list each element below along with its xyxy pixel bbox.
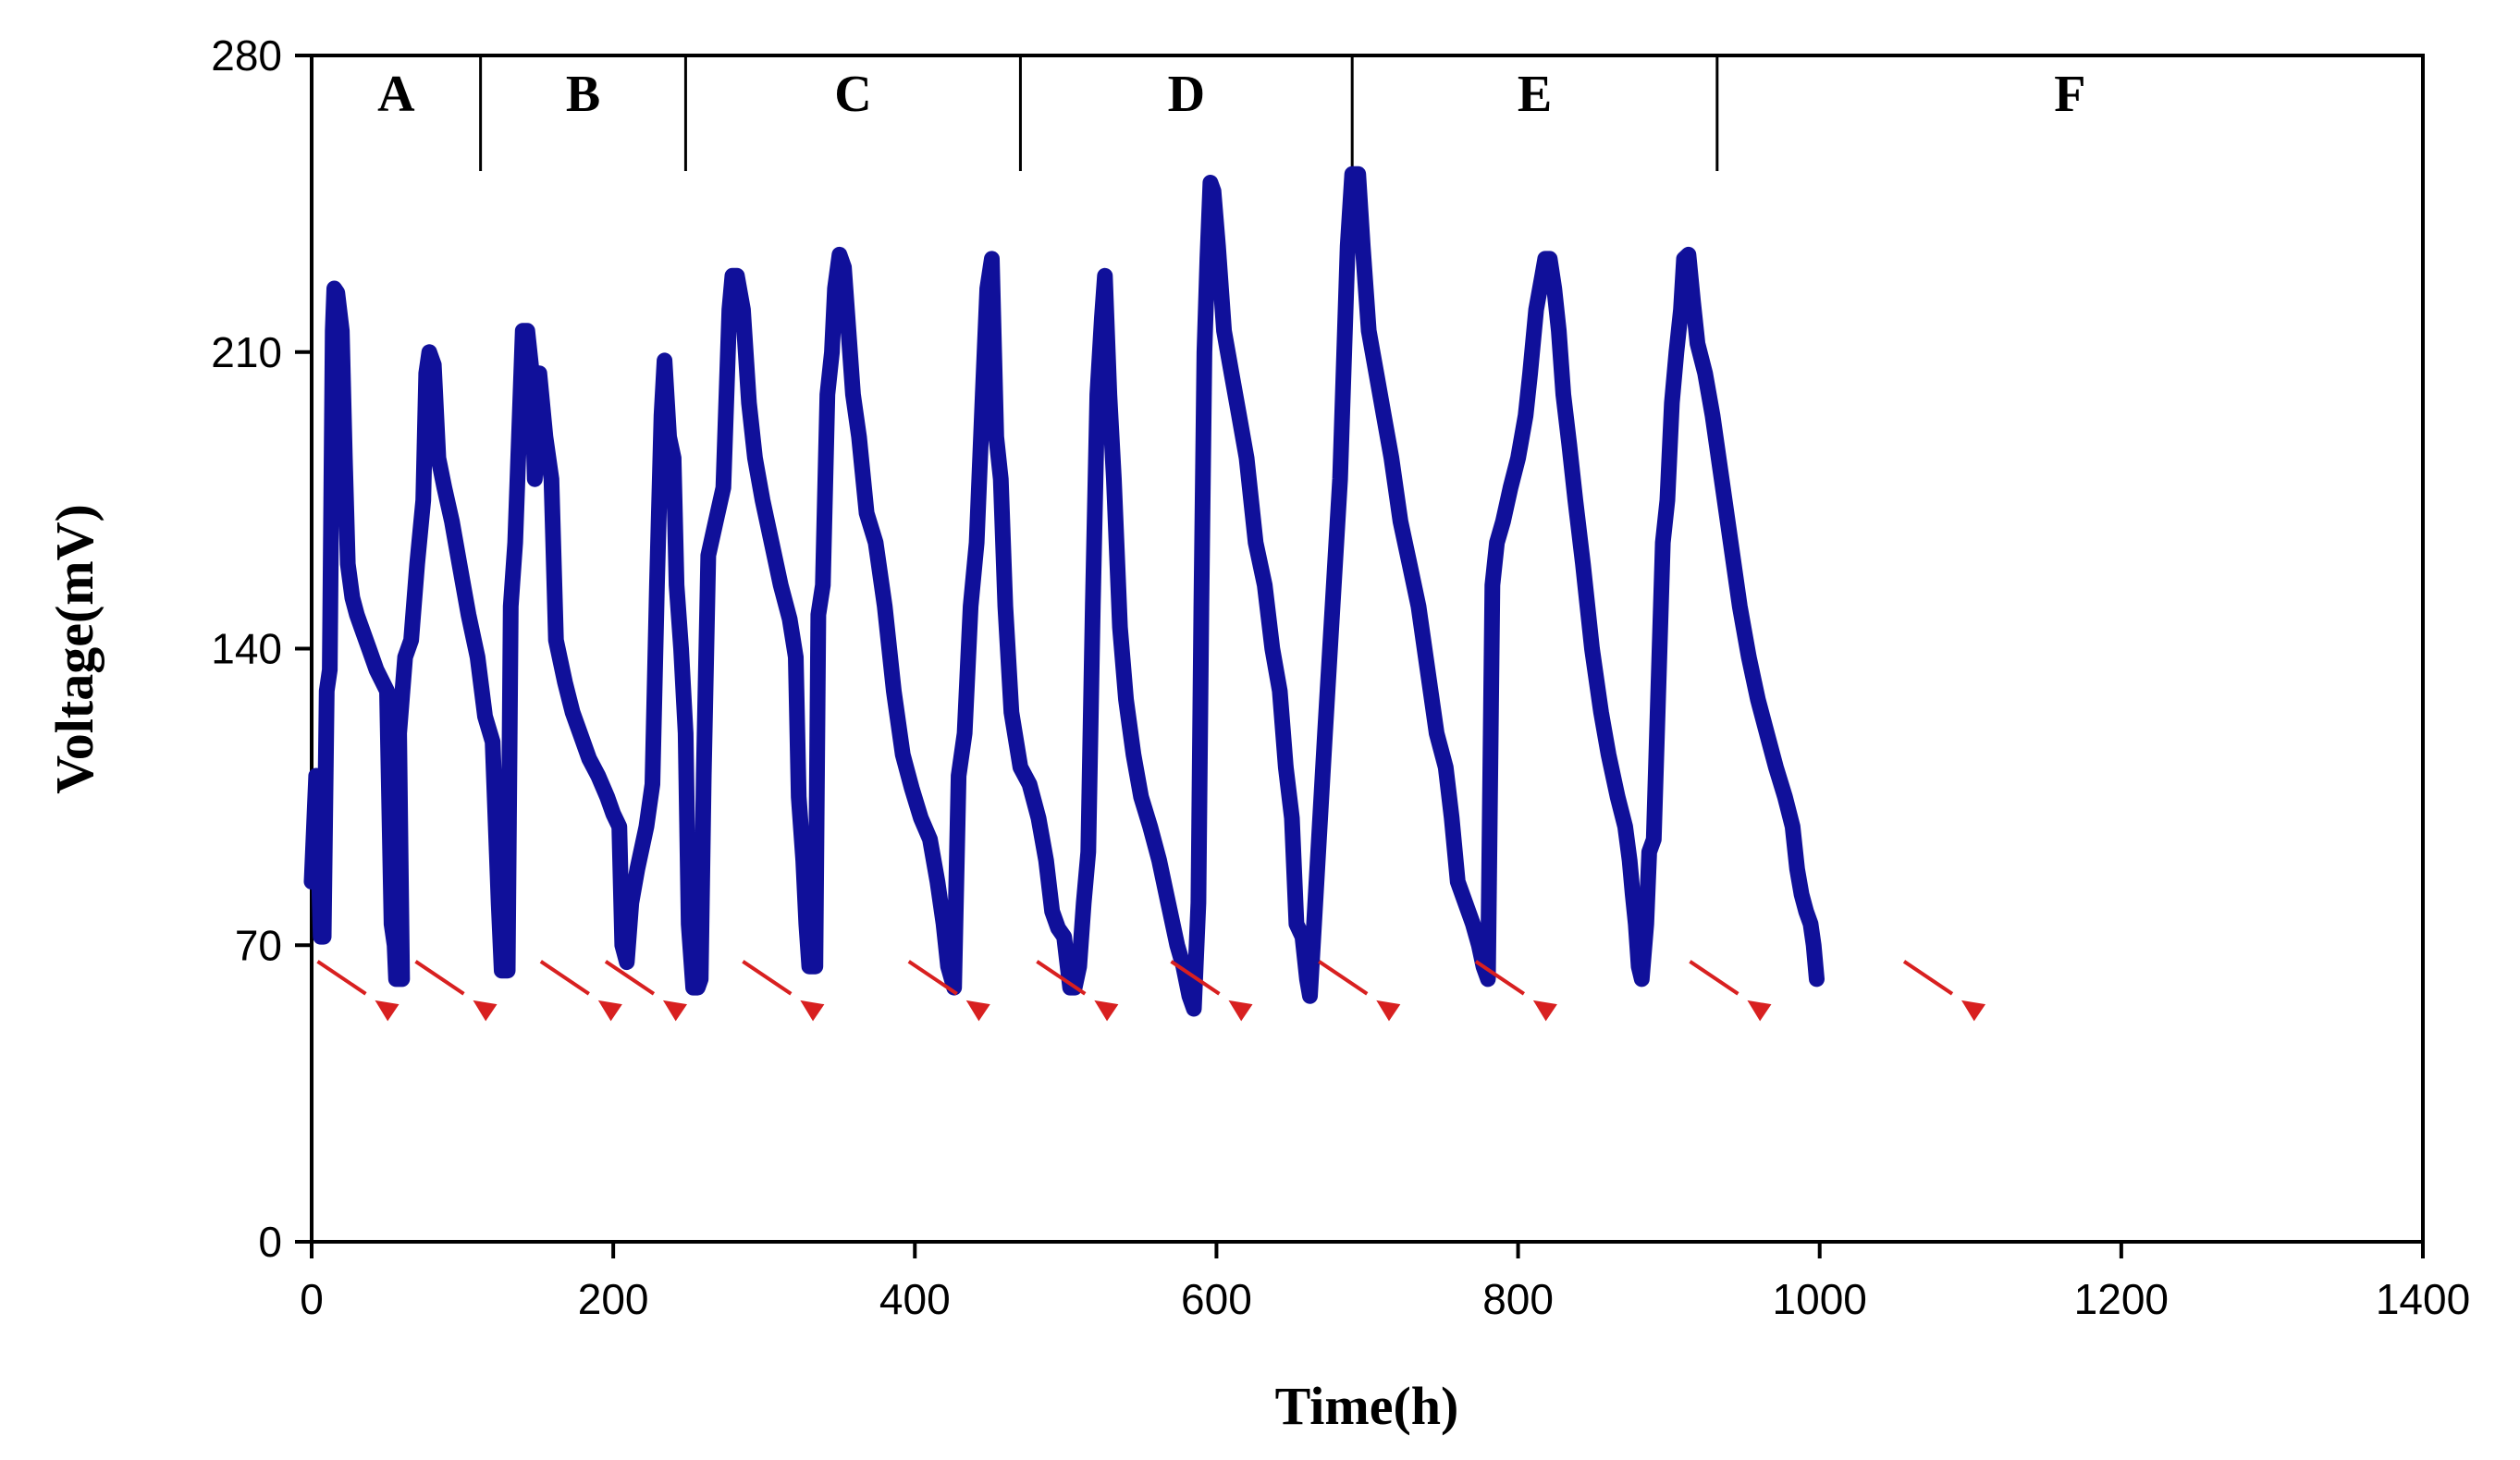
annotation-arrow (316, 960, 400, 1022)
phase-label: A (377, 66, 415, 123)
annotation-arrows (316, 960, 1986, 1022)
x-tick-label: 1200 (2074, 1275, 2169, 1323)
arrow-shaft (1474, 960, 1525, 996)
arrow-head (662, 1000, 687, 1022)
arrow-head (965, 1000, 990, 1022)
x-tick-label: 1000 (1773, 1275, 1867, 1323)
arrow-head (1094, 1000, 1119, 1022)
arrow-shaft (1170, 960, 1221, 996)
annotation-arrow (539, 960, 622, 1022)
axes: 0 200 400 600 800 1000 1200 1400 0 70 140 210 280 (211, 31, 2470, 1323)
arrow-shaft (1689, 960, 1739, 996)
arrow-head (1228, 1000, 1253, 1022)
arrow-shaft (907, 960, 958, 996)
series-line-voltage (303, 166, 1825, 1017)
annotation-arrow (1474, 960, 1557, 1022)
series-layer (303, 166, 1825, 1017)
arrow-head (597, 1000, 622, 1022)
arrow-head (375, 1000, 400, 1022)
x-tick-label: 800 (1482, 1275, 1554, 1323)
annotation-arrow (907, 960, 990, 1022)
phase-label: E (1518, 66, 1552, 123)
arrow-shaft (539, 960, 590, 996)
arrow-head (1747, 1000, 1772, 1022)
arrow-head (473, 1000, 498, 1022)
phase-label: D (1168, 66, 1205, 123)
annotation-arrow (1036, 960, 1119, 1022)
arrow-shaft (1036, 960, 1087, 996)
phase-label: B (566, 66, 600, 123)
arrow-shaft (414, 960, 465, 996)
y-axis-title: Voltage(mV) (44, 504, 104, 794)
y-tick-label: 280 (211, 31, 282, 80)
annotation-arrow (414, 960, 498, 1022)
x-axis-title: Time(h) (1275, 1376, 1459, 1436)
y-tick-label: 210 (211, 328, 282, 376)
y-tick-label: 0 (258, 1218, 282, 1266)
arrow-head (1532, 1000, 1557, 1022)
arrow-shaft (604, 960, 656, 996)
arrow-head (1376, 1000, 1401, 1022)
x-tick-label: 600 (1181, 1275, 1252, 1323)
x-tick-label: 400 (879, 1275, 951, 1323)
arrow-head (800, 1000, 825, 1022)
y-tick-label: 70 (235, 921, 282, 969)
x-tick-label: 200 (578, 1275, 649, 1323)
annotation-arrow (1902, 960, 1986, 1022)
annotation-arrow (1170, 960, 1253, 1022)
arrow-shaft (1318, 960, 1369, 996)
annotation-arrow (604, 960, 687, 1022)
annotation-arrow (1318, 960, 1401, 1022)
phase-dividers: A B C D E F (377, 55, 2086, 171)
arrow-shaft (316, 960, 367, 996)
arrow-shaft (742, 960, 793, 996)
annotation-arrow (742, 960, 825, 1022)
phase-label: F (2054, 66, 2085, 123)
arrow-head (1961, 1000, 1986, 1022)
x-tick-label: 1400 (2376, 1275, 2470, 1323)
arrow-shaft (1902, 960, 1954, 996)
phase-label: C (834, 66, 871, 123)
y-tick-label: 140 (211, 625, 282, 673)
x-tick-label: 0 (300, 1275, 324, 1323)
annotation-arrow (1689, 960, 1772, 1022)
